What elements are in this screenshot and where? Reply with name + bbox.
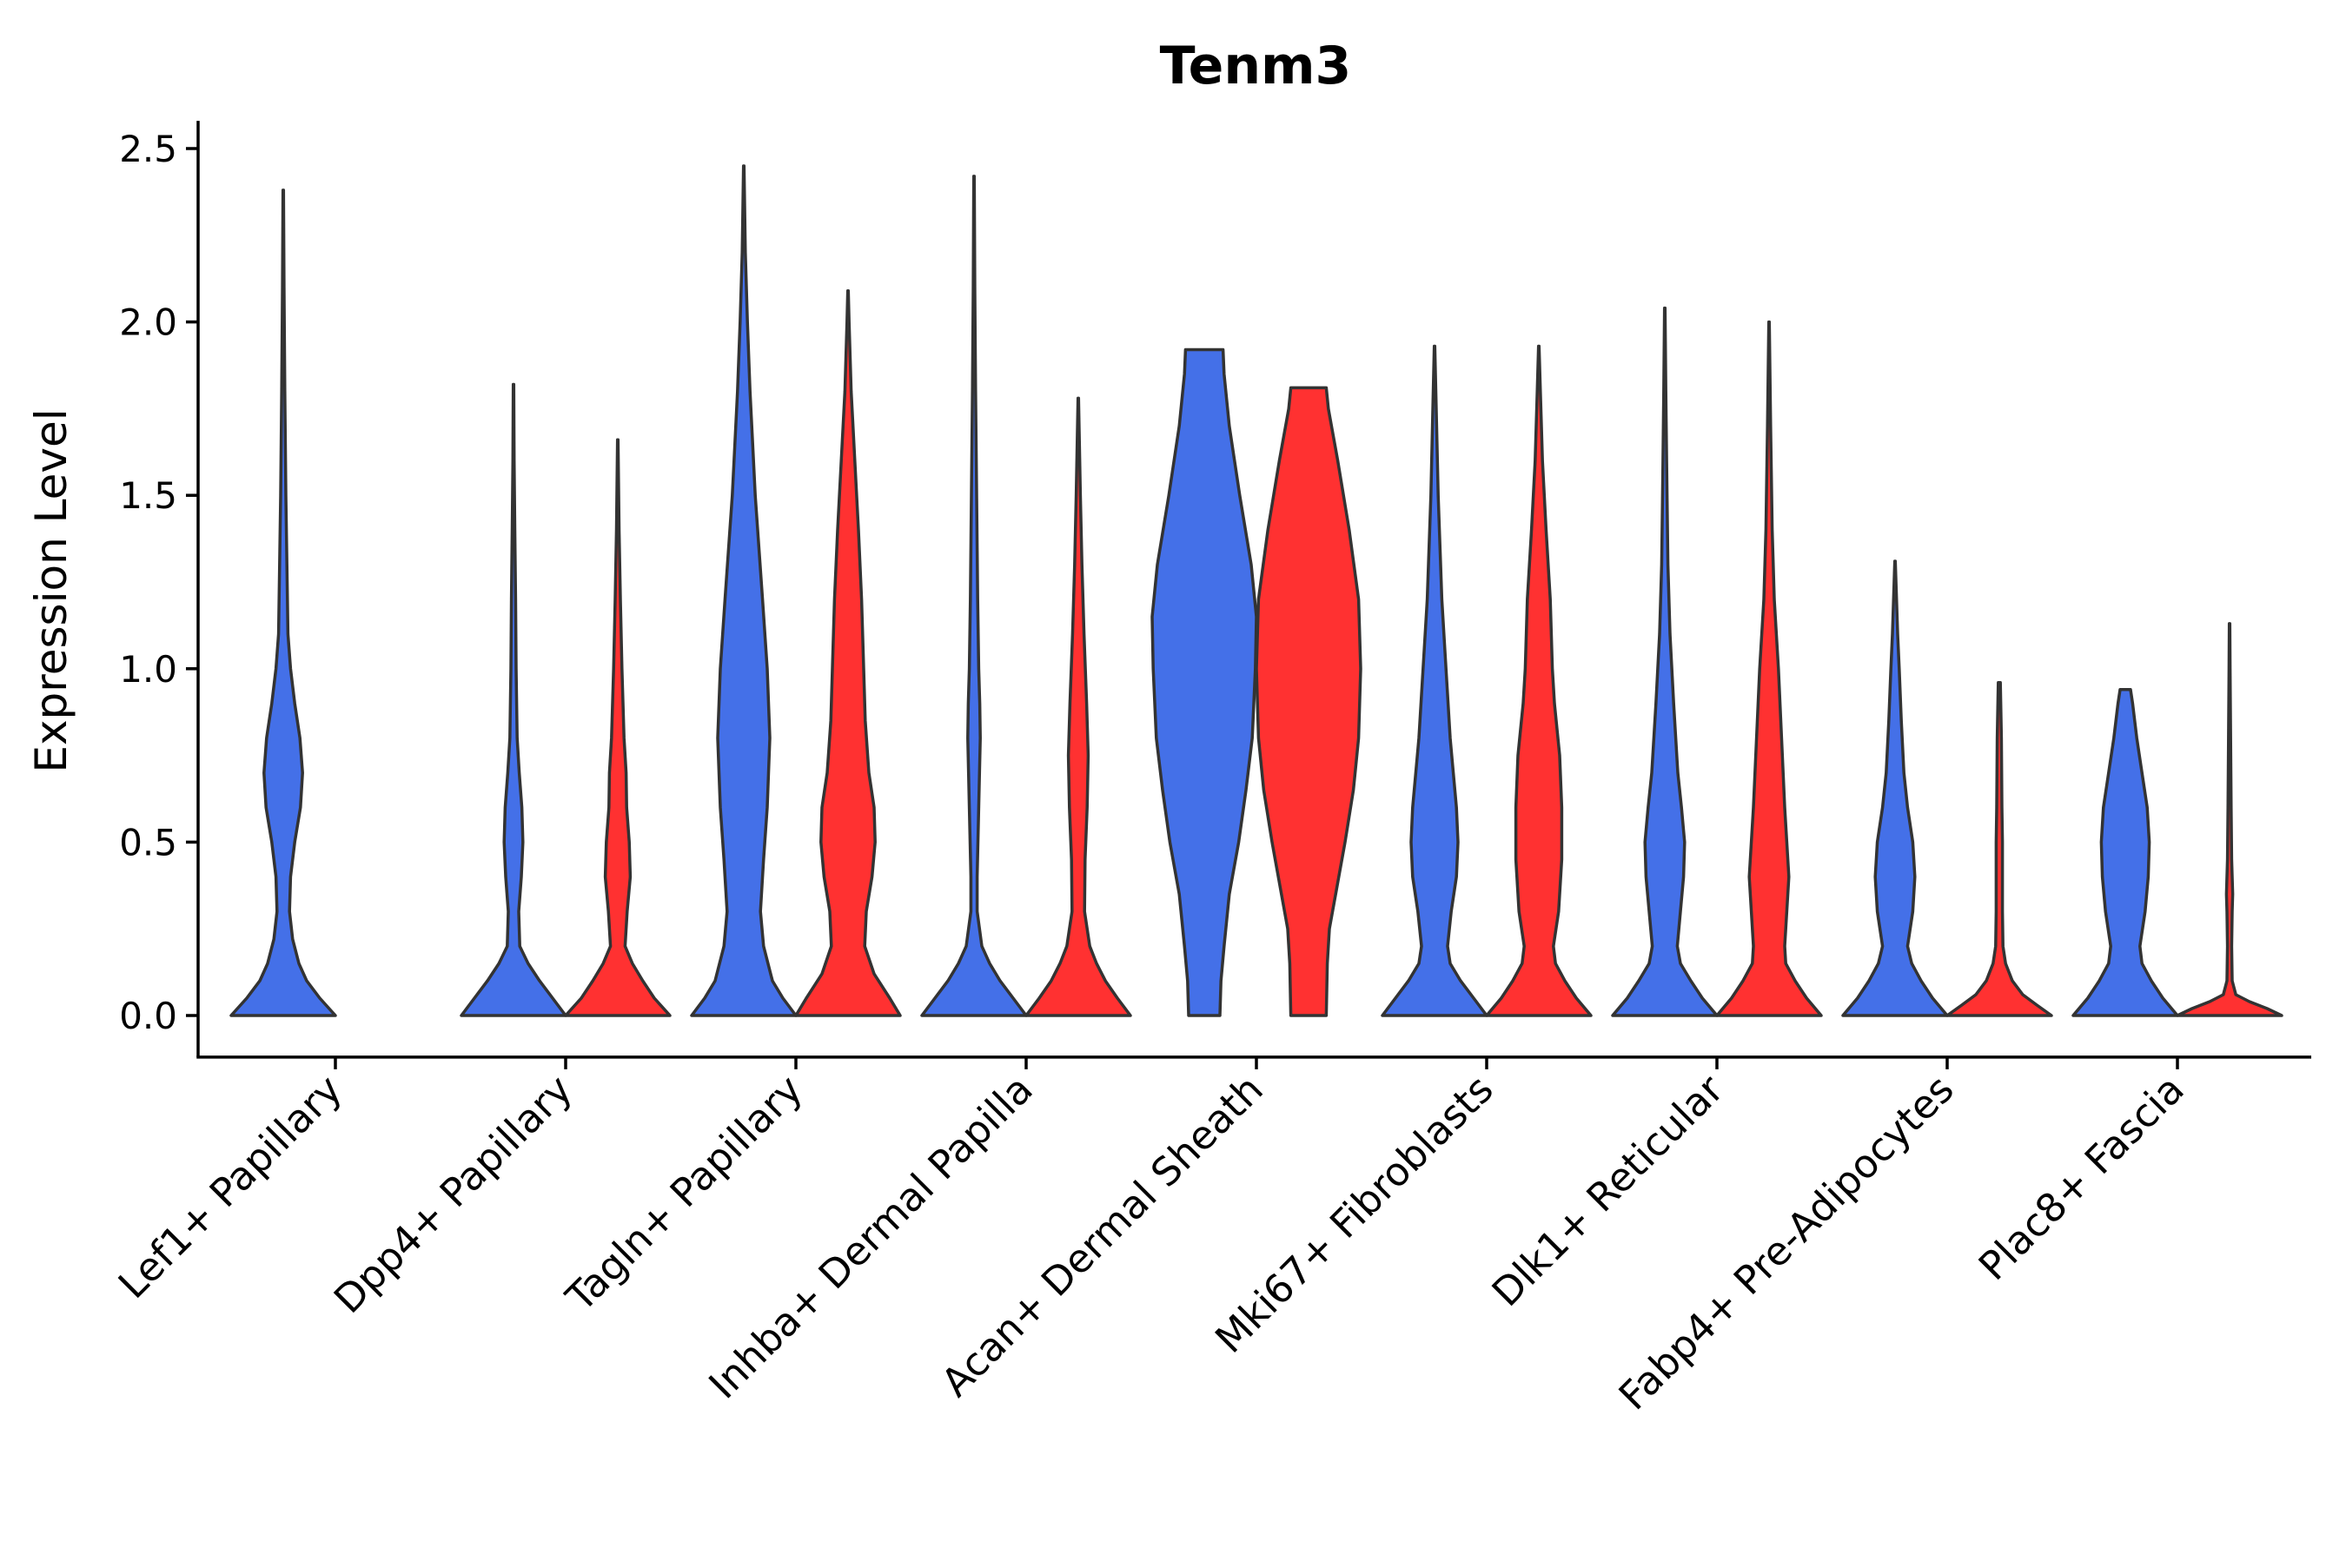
violins-layer (229, 164, 2283, 1017)
violin-dpp4-papillary-red (564, 438, 672, 1017)
y-tick-label: 1.0 (119, 648, 177, 691)
y-tick-label: 0.5 (119, 821, 177, 863)
x-tick-label: Plac8+ Fascia (1970, 1066, 2193, 1289)
y-axis-label: Expression Level (26, 408, 76, 772)
violin-acan-dermal-sheath-blue (1150, 347, 1258, 1017)
violin-mki67-fibroblasts-red (1485, 344, 1593, 1017)
x-tick-label-group: Dlk1+ Reticular (1483, 1066, 1733, 1315)
violin-fabp4-pre-adipocytes-red (1945, 681, 2053, 1017)
violin-plac8-fascia-red (2176, 622, 2283, 1017)
violin-dlk1-reticular-blue (1611, 306, 1719, 1017)
violin-acan-dermal-sheath-red (1255, 386, 1362, 1017)
x-tick-label: Dlk1+ Reticular (1483, 1066, 1733, 1315)
violin-fabp4-pre-adipocytes-blue (1841, 559, 1949, 1017)
y-tick-label: 2.0 (119, 301, 177, 344)
x-tick-label-group: Plac8+ Fascia (1970, 1066, 2193, 1289)
violin-dlk1-reticular-red (1715, 320, 1823, 1017)
x-tick-label: Tagln+ Papillary (557, 1066, 812, 1320)
violin-mki67-fibroblasts-blue (1381, 344, 1488, 1017)
y-ticks: 0.0 0.5 1.0 1.5 2.0 2.5 (119, 128, 198, 1037)
y-tick-label: 2.5 (119, 128, 177, 170)
violin-tagln-papillary-blue (690, 164, 798, 1017)
violin-plac8-fascia-blue (2071, 688, 2179, 1017)
x-tick-label: Lef1+ Papillary (109, 1066, 351, 1307)
violin-dpp4-papillary-blue (460, 382, 567, 1017)
y-axis-label-group: Expression Level (26, 408, 76, 772)
x-tick-label-group: Tagln+ Papillary (557, 1066, 812, 1320)
y-tick-label: 1.5 (119, 474, 177, 517)
x-tick-label: Dpp4+ Papillary (325, 1066, 581, 1322)
violin-tagln-papillary-red (794, 288, 902, 1017)
chart-title: Tenm3 (1160, 36, 1352, 96)
x-tick-label-group: Lef1+ Papillary (109, 1066, 351, 1307)
violin-inhba-dermal-papilla-blue (920, 175, 1028, 1017)
violin-lef1-papillary-blue (229, 189, 337, 1017)
axes-layer (196, 121, 2311, 1059)
x-tick-label-group: Dpp4+ Papillary (325, 1066, 581, 1322)
y-tick-label: 0.0 (119, 995, 177, 1037)
violin-inhba-dermal-papilla-red (1024, 396, 1132, 1017)
